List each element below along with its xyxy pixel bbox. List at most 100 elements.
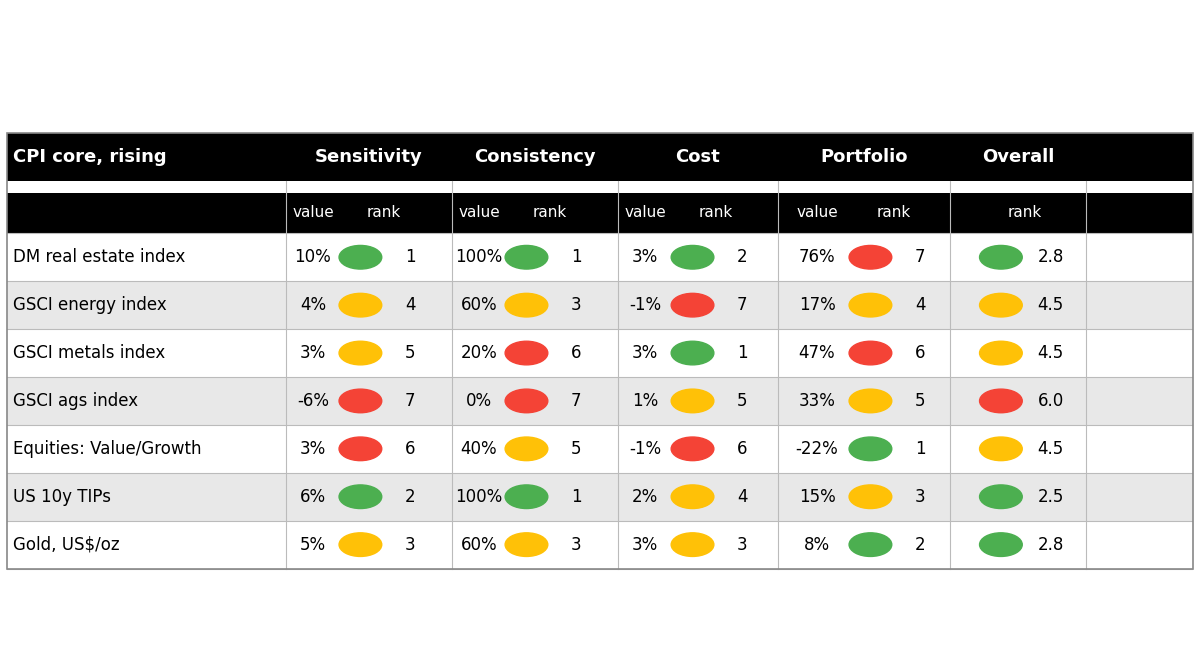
Text: 17%: 17% [799,296,835,314]
Circle shape [340,389,382,413]
Text: rank: rank [1008,206,1042,220]
Text: 60%: 60% [461,535,497,553]
Text: 1: 1 [571,249,582,266]
Circle shape [505,485,548,509]
Circle shape [850,341,892,365]
Text: 8%: 8% [804,535,830,553]
Bar [7,329,1193,377]
Circle shape [671,533,714,557]
Circle shape [340,533,382,557]
Text: 1: 1 [571,488,582,506]
Text: GSCI metals index: GSCI metals index [13,344,166,362]
Text: 1: 1 [737,344,748,362]
Circle shape [671,341,714,365]
Text: 3%: 3% [300,440,326,458]
Text: 4%: 4% [300,296,326,314]
Text: 1: 1 [404,249,415,266]
Text: 4.5: 4.5 [1038,440,1064,458]
Text: Consistency: Consistency [474,148,595,166]
Text: 7: 7 [404,392,415,410]
Text: -22%: -22% [796,440,839,458]
Circle shape [505,389,548,413]
Text: value: value [292,206,334,220]
Circle shape [671,485,714,509]
Text: US 10y TIPs: US 10y TIPs [13,488,110,506]
Circle shape [671,389,714,413]
Text: 2: 2 [914,535,925,553]
Text: 5%: 5% [300,535,326,553]
Circle shape [850,245,892,269]
Text: Cost: Cost [676,148,720,166]
Text: GSCI energy index: GSCI energy index [13,296,167,314]
Text: 76%: 76% [799,249,835,266]
Circle shape [505,341,548,365]
Circle shape [671,293,714,317]
Text: 6: 6 [571,344,582,362]
Text: Portfolio: Portfolio [820,148,907,166]
Text: 2.8: 2.8 [1038,249,1064,266]
Text: -6%: -6% [296,392,329,410]
Circle shape [505,437,548,461]
Text: CPI core, rising: CPI core, rising [13,148,167,166]
Circle shape [340,485,382,509]
Circle shape [850,437,892,461]
Text: 1%: 1% [632,392,658,410]
Circle shape [979,245,1022,269]
Text: Equities: Value/Growth: Equities: Value/Growth [13,440,202,458]
Text: rank: rank [367,206,401,220]
Text: 4: 4 [916,296,925,314]
Circle shape [671,245,714,269]
Circle shape [505,293,548,317]
Text: 1: 1 [914,440,925,458]
Text: 7: 7 [916,249,925,266]
Text: -1%: -1% [629,440,661,458]
Circle shape [671,437,714,461]
Text: 5: 5 [571,440,582,458]
Circle shape [505,533,548,557]
Text: 10%: 10% [294,249,331,266]
Bar [7,233,1193,281]
Text: DM real estate index: DM real estate index [13,249,185,266]
Text: 6: 6 [404,440,415,458]
Circle shape [979,437,1022,461]
Circle shape [340,293,382,317]
Text: 5: 5 [404,344,415,362]
Text: 3: 3 [571,296,582,314]
Circle shape [979,485,1022,509]
Text: value: value [624,206,666,220]
Text: 3: 3 [571,535,582,553]
Circle shape [979,293,1022,317]
Text: 33%: 33% [799,392,835,410]
Text: 3: 3 [404,535,415,553]
Text: 3: 3 [914,488,925,506]
Circle shape [340,341,382,365]
Bar [7,133,1193,569]
Text: 6: 6 [737,440,748,458]
Text: 100%: 100% [455,488,503,506]
Text: value: value [796,206,838,220]
Text: Gold, US$/oz: Gold, US$/oz [13,535,120,553]
Circle shape [340,245,382,269]
Text: 4: 4 [404,296,415,314]
Text: 5: 5 [916,392,925,410]
Text: 2.5: 2.5 [1038,488,1064,506]
Bar [7,192,1193,233]
Circle shape [979,389,1022,413]
Text: 6: 6 [916,344,925,362]
Text: rank: rank [877,206,911,220]
Bar [7,473,1193,521]
Text: rank: rank [533,206,568,220]
Text: 3: 3 [737,535,748,553]
Text: 3%: 3% [632,535,658,553]
Text: 7: 7 [571,392,582,410]
Circle shape [505,245,548,269]
Text: 4.5: 4.5 [1038,344,1064,362]
Text: 7: 7 [737,296,748,314]
Text: 2%: 2% [632,488,658,506]
Circle shape [979,533,1022,557]
Bar [7,377,1193,425]
Text: 47%: 47% [799,344,835,362]
Text: 3%: 3% [632,249,658,266]
Bar [7,281,1193,329]
Text: 6%: 6% [300,488,326,506]
